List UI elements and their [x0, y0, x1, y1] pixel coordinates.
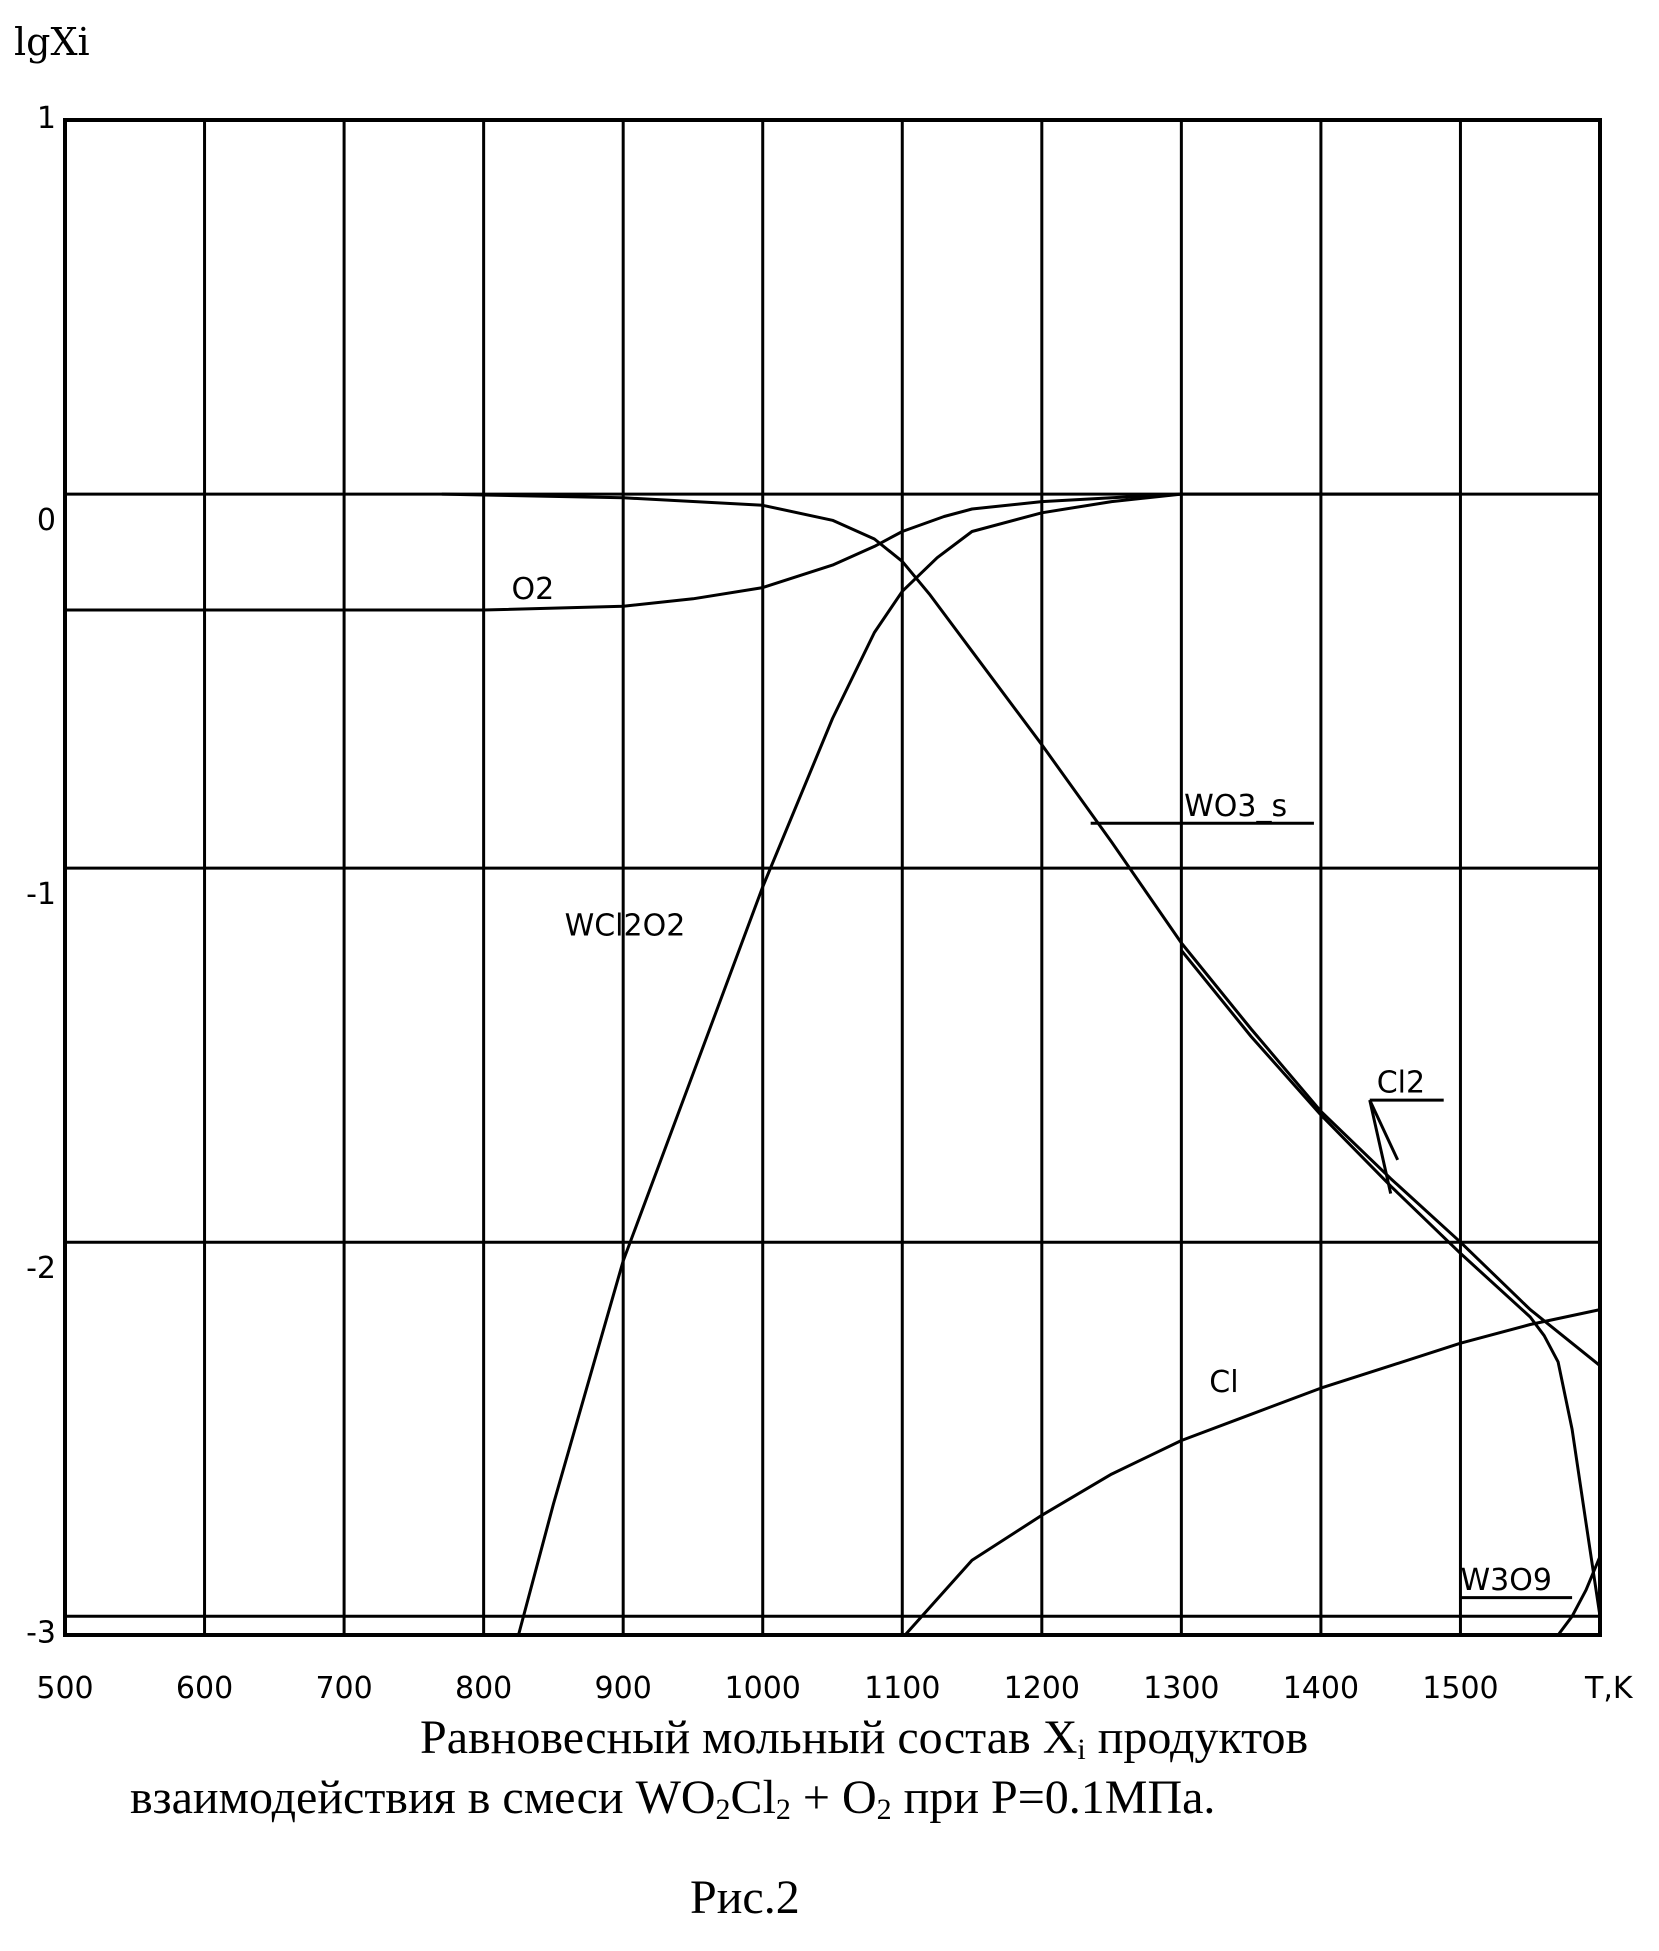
x-tick-label: 1400	[1283, 1671, 1359, 1706]
y-tick-labels: 1 0 -1 -2 -3	[26, 101, 56, 1650]
series-line-6	[1558, 1556, 1600, 1635]
series-label-cl2: Cl2	[1377, 1066, 1425, 1101]
x-tick-labels: 500 600 700 800 900 1000 1100 1200 1300 1400 1500	[36, 1671, 1498, 1706]
x-tick-label: 900	[595, 1671, 652, 1706]
leader-cl2	[1370, 1100, 1391, 1194]
x-tick-label: 600	[176, 1671, 233, 1706]
plot-frame	[65, 120, 1600, 1635]
x-tick-label: 1100	[864, 1671, 940, 1706]
y-tick-label: 1	[37, 101, 56, 136]
y-tick-label: -2	[26, 1251, 56, 1286]
x-tick-label: 700	[315, 1671, 372, 1706]
caption-text: Равновесный мольный состав X	[420, 1711, 1077, 1764]
x-axis-label: T,K	[1584, 1671, 1634, 1706]
series-label-wcl2o2: WCl2O2	[565, 908, 686, 943]
caption-text: при P=0.1МПа.	[892, 1771, 1216, 1824]
series-label-cl: Cl	[1209, 1365, 1238, 1400]
y-tick-label: 0	[37, 503, 56, 538]
series-line-3	[519, 494, 1182, 1635]
leader-cl2	[1370, 1100, 1398, 1160]
figure-label: Рис.2	[690, 1870, 800, 1925]
caption-subscript: 2	[716, 1793, 731, 1826]
x-tick-label: 1300	[1143, 1671, 1219, 1706]
caption-subscript: 2	[776, 1793, 791, 1826]
x-tick-label: 1500	[1422, 1671, 1498, 1706]
y-axis-label: lgXi	[14, 20, 90, 64]
label-leaders	[1091, 823, 1572, 1597]
x-tick-label: 800	[455, 1671, 512, 1706]
x-tick-label: 1200	[1004, 1671, 1080, 1706]
y-tick-label: -1	[26, 877, 56, 912]
y-tick-label: -3	[26, 1615, 56, 1650]
x-tick-label: 500	[36, 1671, 93, 1706]
caption-line-1: Равновесный мольный состав Xi продуктов	[420, 1710, 1308, 1767]
caption-text: продуктов	[1086, 1711, 1308, 1764]
series-label-wo3s: WO3_s	[1184, 789, 1287, 824]
series-line-4	[1181, 950, 1600, 1616]
caption-line-2: взаимодействия в смеси WO2Cl2 + O2 при P…	[130, 1770, 1215, 1827]
series-label-o2: O2	[512, 572, 555, 607]
caption-text: взаимодействия в смеси WO	[130, 1771, 716, 1824]
caption-subscript: 2	[877, 1793, 892, 1826]
caption-text: Cl	[731, 1771, 776, 1824]
caption-text: + O	[791, 1771, 877, 1824]
grid	[65, 120, 1600, 1635]
series-lines	[65, 494, 1600, 1635]
caption-subscript: i	[1077, 1733, 1085, 1766]
series-label-w3o9: W3O9	[1460, 1563, 1551, 1598]
x-tick-label: 1000	[725, 1671, 801, 1706]
